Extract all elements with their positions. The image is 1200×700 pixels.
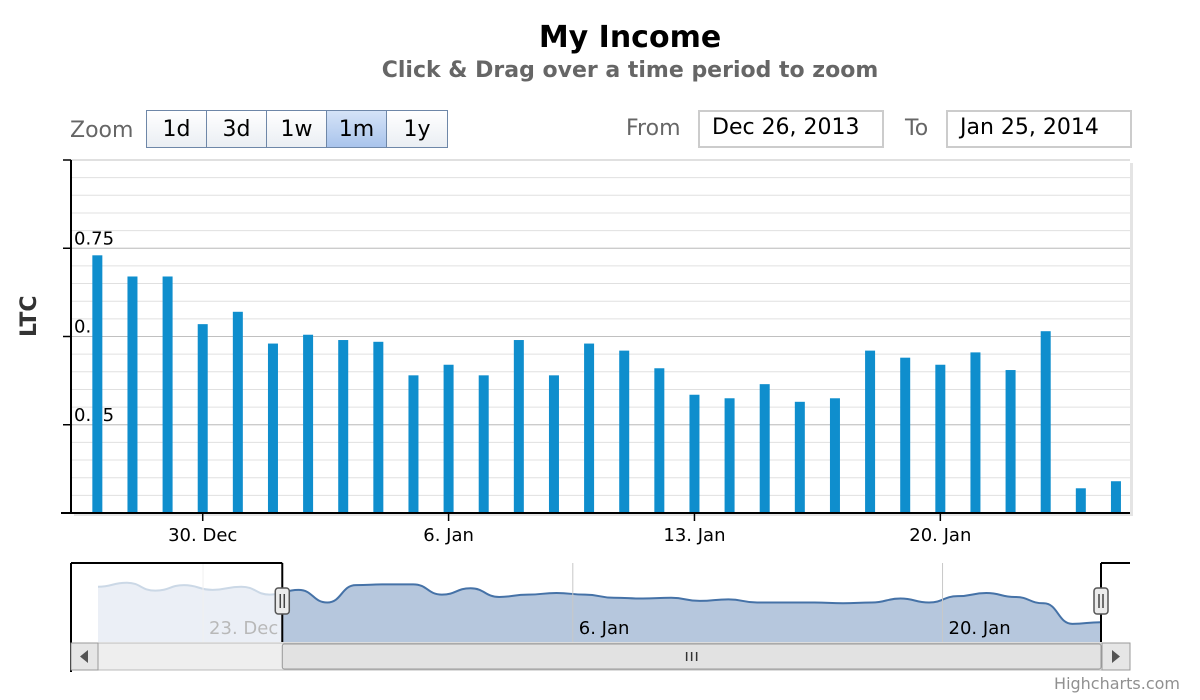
navigator-series-area xyxy=(98,582,1101,642)
bar xyxy=(1110,481,1121,513)
bar xyxy=(794,401,805,513)
bar xyxy=(92,255,103,513)
y-tick-label: 0.75 xyxy=(74,228,114,249)
bar xyxy=(162,276,173,513)
navigator-tick-label: 20. Jan xyxy=(949,618,1011,639)
zoom-3d-button[interactable]: 3d xyxy=(207,111,267,147)
bar xyxy=(724,398,735,513)
bar xyxy=(267,343,278,513)
bar xyxy=(548,375,559,513)
bar xyxy=(654,368,665,513)
bar xyxy=(865,350,876,513)
bar xyxy=(584,343,595,513)
navigator-handle-left[interactable] xyxy=(274,587,291,615)
bar xyxy=(338,340,349,513)
credit-link[interactable]: Highcharts.com xyxy=(1054,674,1180,693)
handle-body xyxy=(274,587,291,615)
navigator-handle-right[interactable] xyxy=(1093,587,1109,615)
zoom-label: Zoom xyxy=(70,118,134,143)
bar xyxy=(1005,370,1016,513)
bar xyxy=(935,364,946,513)
from-date-input[interactable]: Dec 26, 2013 xyxy=(698,110,884,148)
zoom-1w-button[interactable]: 1w xyxy=(267,111,327,147)
bar xyxy=(829,398,840,513)
arrow-right-icon xyxy=(1112,650,1120,663)
bar xyxy=(197,324,208,513)
bar xyxy=(619,350,630,513)
bar xyxy=(303,334,314,513)
chart-title: My Income xyxy=(538,20,722,55)
x-tick-label: 6. Jan xyxy=(423,525,474,546)
navigator-mask-left xyxy=(71,563,283,642)
bar xyxy=(1040,331,1051,513)
bar xyxy=(759,384,770,513)
zoom-1m-button[interactable]: 1m xyxy=(327,111,387,147)
bar xyxy=(1075,488,1086,513)
to-label: To xyxy=(905,116,929,141)
bar xyxy=(513,340,524,513)
x-tick-label: 30. Dec xyxy=(168,525,237,546)
from-label: From xyxy=(626,116,681,141)
x-tick-label: 20. Jan xyxy=(909,525,971,546)
navigator-tick-label: 6. Jan xyxy=(579,618,630,639)
bar xyxy=(443,364,454,513)
chart-subtitle: Click & Drag over a time period to zoom xyxy=(381,58,879,83)
zoom-1d-button[interactable]: 1d xyxy=(147,111,207,147)
bar xyxy=(689,394,700,513)
zoom-1y-button[interactable]: 1y xyxy=(387,111,447,147)
arrow-left-icon xyxy=(80,650,88,663)
bar xyxy=(232,311,243,513)
bar xyxy=(970,352,981,513)
scrollbar-right-button[interactable] xyxy=(1101,642,1131,671)
bar xyxy=(478,375,489,513)
bar xyxy=(408,375,419,513)
to-date-input[interactable]: Jan 25, 2014 xyxy=(946,110,1132,148)
zoom-button-group: 1d 3d 1w 1m 1y xyxy=(146,110,448,148)
bar xyxy=(373,341,384,513)
handle-body xyxy=(1093,587,1109,615)
bar xyxy=(127,276,138,513)
bar xyxy=(900,357,911,513)
x-tick-label: 13. Jan xyxy=(663,525,725,546)
